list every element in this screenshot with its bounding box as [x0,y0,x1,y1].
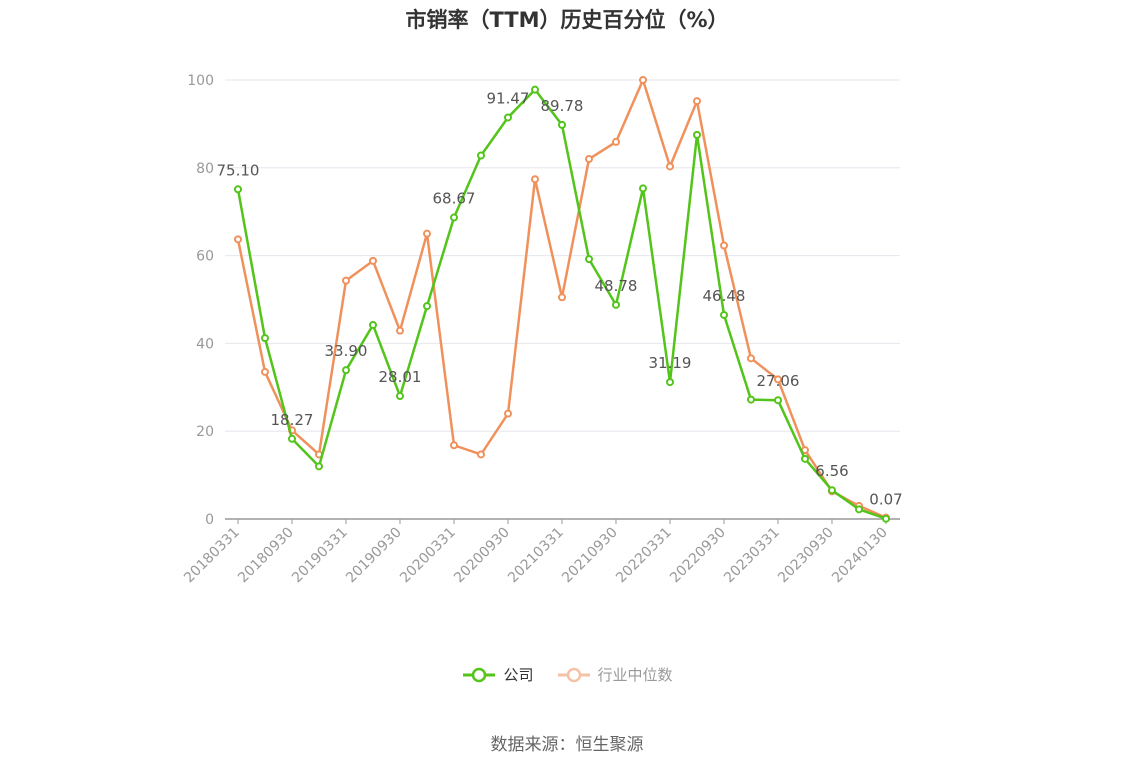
legend-label-industry-median: 行业中位数 [597,666,673,684]
y-tick-label: 60 [196,249,214,265]
company-data-label: 48.78 [595,277,638,295]
industry-median-data-point [369,256,377,265]
company-data-point [450,213,458,222]
company-data-point [369,320,377,329]
y-tick-label: 20 [196,424,214,440]
company-data-point [666,378,674,387]
industry-median-data-point [639,76,647,84]
company-data-label: 18.27 [271,411,314,429]
industry-median-data-point [423,229,431,238]
company-data-label: 27.06 [757,372,800,390]
company-data-point [801,454,809,463]
company-data-point [747,395,755,404]
industry-median-data-point [477,450,485,459]
company-data-point [774,396,782,405]
y-tick-label: 80 [196,161,214,177]
company-data-label: 28.01 [379,368,422,386]
company-data-label: 0.07 [869,491,902,509]
company-data-point [315,462,323,471]
x-tick-label: 20230331 [721,525,783,587]
company-data-label: 75.10 [217,161,260,179]
legend: 公司 行业中位数 [0,664,1134,685]
legend-item-company[interactable]: 公司 [461,664,534,685]
x-tick-label: 20210331 [505,525,567,587]
x-tick-label: 20220331 [613,525,675,587]
x-tick-label: 20180930 [235,525,297,587]
x-tick-label: 20190331 [289,525,351,587]
company-data-label: 6.56 [815,462,848,480]
legend-marker-industry-icon [557,667,590,682]
company-data-point [504,113,512,122]
x-tick-label: 20190930 [343,525,405,587]
y-tick-label: 40 [196,336,214,352]
industry-median-data-point [396,326,404,335]
company-data-label: 68.67 [433,190,476,208]
company-data-label: 31.19 [649,354,692,372]
x-tick-label: 20240130 [829,525,891,587]
series-lines [234,76,890,523]
x-tick-label: 20220930 [667,525,729,587]
company-data-point [693,130,701,139]
industry-median-data-point [585,155,593,164]
x-tick-label: 20210930 [559,525,621,587]
company-data-point [585,255,593,264]
legend-label-company: 公司 [503,666,534,684]
company-data-point [855,505,863,514]
industry-median-data-point [261,367,269,376]
industry-median-data-point [747,354,755,363]
industry-median-data-point [774,375,782,384]
industry-median-data-point [693,97,701,106]
x-tick-label: 20200930 [451,525,513,587]
company-data-point [720,310,728,319]
company-data-point [882,514,890,523]
industry-median-data-point [342,276,350,285]
industry-median-data-point [666,162,674,171]
legend-item-industry-median[interactable]: 行业中位数 [556,664,673,685]
x-tick-label: 20200331 [397,525,459,587]
company-data-point [396,392,404,401]
data-source: 数据来源：恒生聚源 [490,735,644,755]
company-data-point [639,184,647,193]
company-data-point [828,486,836,495]
legend-marker-company-icon [463,667,496,682]
company-data-point [288,434,296,443]
industry-median-data-point [720,241,728,250]
company-data-point [531,85,539,94]
company-data-label: 89.78 [541,97,584,115]
x-tick-label: 20180331 [181,525,243,587]
company-data-point [558,120,566,129]
chart-plot: 0 20 40 60 80 100 2018033120180930201903312019… [181,73,903,586]
company-data-point [342,366,350,375]
company-series-line [236,88,887,520]
company-data-label: 33.90 [325,342,368,360]
industry-median-data-point [450,441,458,450]
company-data-point [477,151,485,160]
company-data-point [234,185,242,194]
axes: 0 20 40 60 80 100 2018033120180930201903312019… [181,73,900,586]
industry-median-data-point [234,235,242,244]
company-data-point [612,300,620,309]
industry-median-data-point [558,293,566,302]
chart-title: 市销率（TTM）历史百分位（%） [405,8,729,32]
industry-median-data-point [612,137,620,146]
company-data-label: 46.48 [703,287,746,305]
industry-median-data-point [504,409,512,418]
y-tick-label: 100 [187,73,214,89]
company-data-label: 91.47 [487,89,530,107]
industry-median-data-point [531,175,539,184]
company-data-point [423,302,431,311]
data-labels: 75.10 18.27 33.90 28.01 68.67 91.47 89.78 48.78… [217,89,903,508]
x-tick-label: 20230930 [775,525,837,587]
y-tick-label: 0 [205,512,214,528]
company-data-point [261,334,269,343]
